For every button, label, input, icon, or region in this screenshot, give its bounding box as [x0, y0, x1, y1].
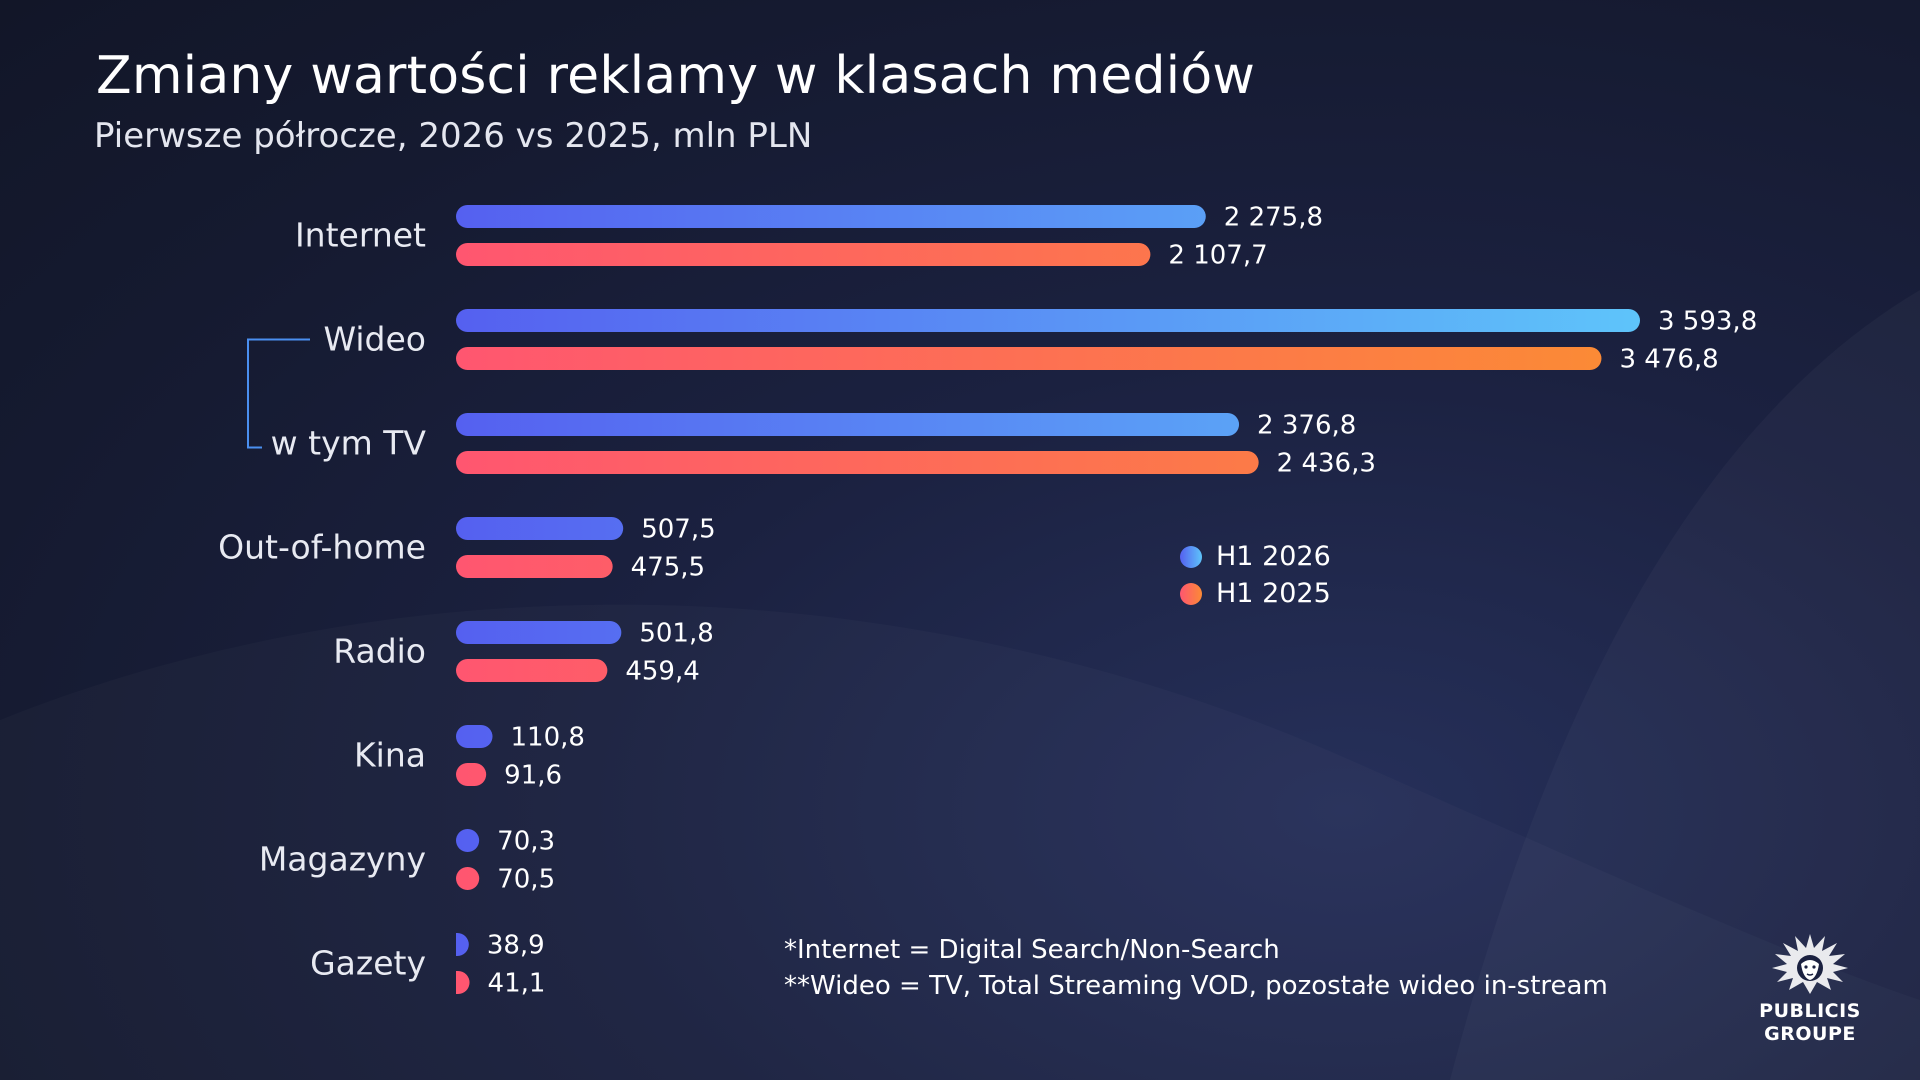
value-label-w-tym-tv-h1-2025: 2 436,3	[1277, 449, 1376, 479]
bar-wideo-h1-2026	[456, 309, 1640, 332]
bar-magazyny-h1-2026	[456, 829, 480, 852]
bar-out-of-home-h1-2025	[456, 555, 613, 578]
category-label-magazyny: Magazyny	[259, 840, 426, 879]
value-label-magazyny-h1-2025: 70,5	[497, 865, 555, 895]
lion-emblem-icon	[1772, 934, 1848, 994]
value-label-radio-h1-2025: 459,4	[625, 657, 699, 687]
bar-magazyny-h1-2025	[456, 867, 480, 890]
footnote-internet: *Internet = Digital Search/Non-Search	[784, 935, 1280, 965]
page-subtitle: Pierwsze półrocze, 2026 vs 2025, mln PLN	[94, 116, 813, 156]
value-label-internet-h1-2025: 2 107,7	[1168, 241, 1267, 271]
footnotes: *Internet = Digital Search/Non-Search **…	[784, 932, 1608, 1004]
value-label-radio-h1-2026: 501,8	[639, 619, 713, 649]
bar-w-tym-tv-h1-2026	[456, 413, 1240, 436]
value-label-wideo-h1-2025: 3 476,8	[1619, 345, 1718, 375]
legend-dot-h1-2025	[1180, 582, 1202, 605]
category-label-w-tym-tv: w tym TV	[271, 424, 427, 463]
legend-item-h1-2026: H1 2026	[1180, 538, 1331, 575]
bar-gazety-h1-2026	[456, 933, 469, 956]
legend-item-h1-2025: H1 2025	[1180, 575, 1331, 612]
bar-w-tym-tv-h1-2025	[456, 451, 1259, 474]
legend-dot-h1-2026	[1180, 545, 1202, 568]
logo-text-publicis: PUBLICIS	[1759, 1000, 1861, 1022]
bar-gazety-h1-2025	[456, 971, 470, 994]
value-label-kina-h1-2025: 91,6	[504, 761, 562, 791]
category-label-wideo: Wideo	[323, 320, 426, 359]
value-label-wideo-h1-2026: 3 593,8	[1658, 307, 1757, 337]
bar-internet-h1-2025	[456, 243, 1151, 266]
footnote-wideo: **Wideo = TV, Total Streaming VOD, pozos…	[784, 971, 1608, 1001]
bar-kina-h1-2026	[456, 725, 493, 748]
legend-label-h1-2026: H1 2026	[1216, 541, 1331, 572]
bar-wideo-h1-2025	[456, 347, 1602, 370]
bar-kina-h1-2025	[456, 763, 487, 786]
value-label-out-of-home-h1-2025: 475,5	[631, 553, 705, 583]
category-label-kina: Kina	[354, 736, 426, 775]
chart-legend: H1 2026 H1 2025	[1180, 538, 1331, 612]
value-label-kina-h1-2026: 110,8	[511, 723, 585, 753]
category-label-radio: Radio	[333, 632, 426, 671]
publicis-groupe-logo: PUBLICIS GROUPE	[1750, 928, 1870, 1046]
bar-radio-h1-2025	[456, 659, 608, 682]
bar-internet-h1-2026	[456, 205, 1206, 228]
value-label-magazyny-h1-2026: 70,3	[497, 827, 555, 857]
value-label-gazety-h1-2025: 41,1	[488, 969, 546, 999]
category-label-gazety: Gazety	[310, 944, 426, 983]
wideo-tv-bracket	[247, 338, 310, 449]
value-label-internet-h1-2026: 2 275,8	[1224, 203, 1323, 233]
category-label-out-of-home: Out-of-home	[218, 528, 426, 567]
value-label-w-tym-tv-h1-2026: 2 376,8	[1257, 411, 1356, 441]
page-title: Zmiany wartości reklamy w klasach mediów	[96, 46, 1256, 106]
legend-label-h1-2025: H1 2025	[1216, 578, 1331, 609]
logo-text-groupe: GROUPE	[1764, 1023, 1856, 1045]
bar-out-of-home-h1-2026	[456, 517, 624, 540]
value-label-out-of-home-h1-2026: 507,5	[641, 515, 715, 545]
bar-radio-h1-2026	[456, 621, 622, 644]
category-label-internet: Internet	[295, 216, 426, 255]
value-label-gazety-h1-2026: 38,9	[487, 931, 545, 961]
